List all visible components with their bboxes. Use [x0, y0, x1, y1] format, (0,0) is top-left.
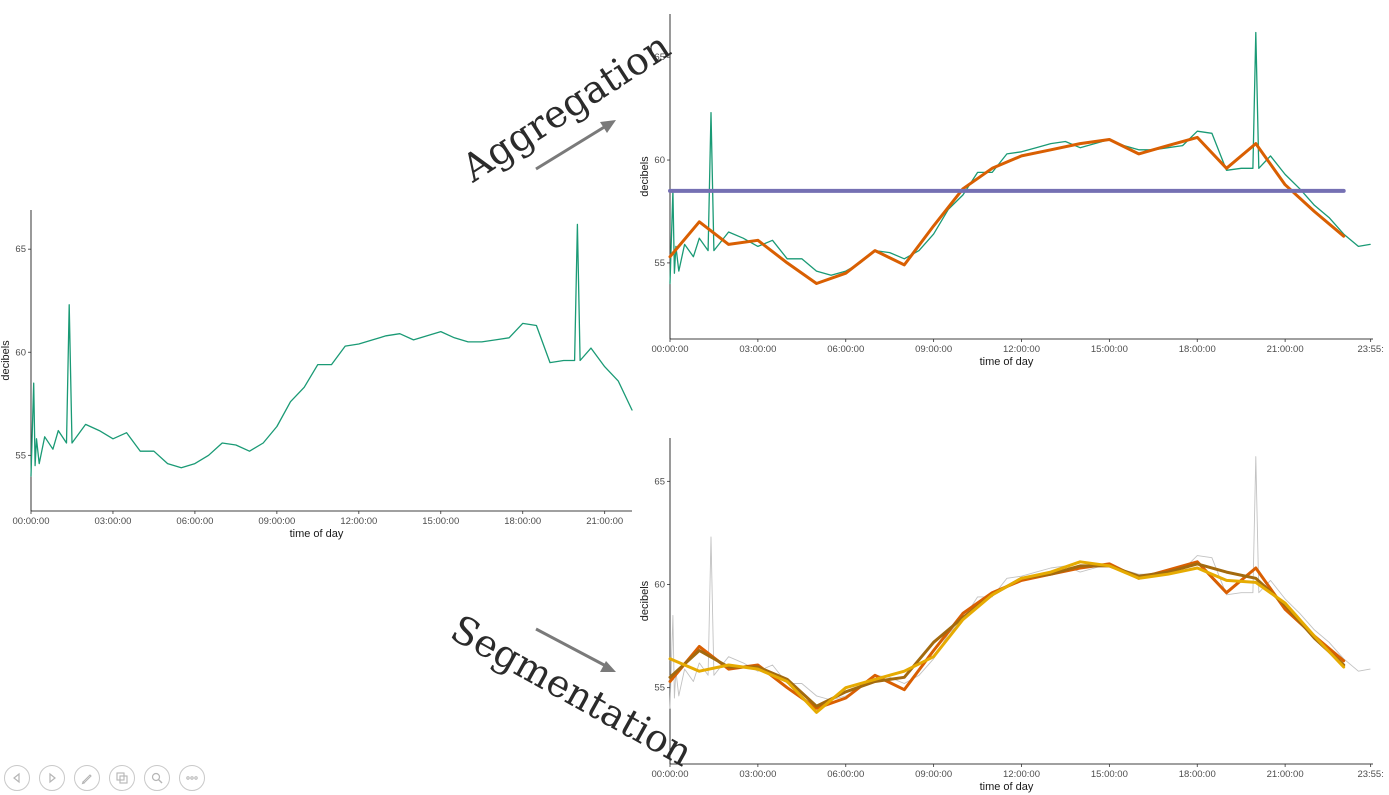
y-tick-label: 65 — [654, 52, 665, 63]
y-axis-title: decibels — [639, 156, 651, 197]
raw-series-line — [30, 223, 633, 477]
y-tick-label: 55 — [15, 450, 26, 461]
y-tick-label: 60 — [15, 347, 26, 358]
y-tick-label: 65 — [654, 476, 665, 487]
chart-raw-panel: 55 60 65 00:00:00 03:00:00 06:00:00 09:00:00 12… — [0, 210, 633, 540]
y-tick-label: 55 — [654, 683, 665, 694]
x-tick-label: 03:00:00 — [739, 769, 776, 780]
x-tick-label: 03:00:00 — [739, 344, 776, 355]
next-icon — [49, 772, 56, 784]
x-tick-label: 21:00:00 — [1267, 344, 1304, 355]
segmentation-arrowhead — [600, 661, 616, 672]
x-tick-label: 15:00:00 — [1091, 769, 1128, 780]
previous-button[interactable] — [4, 765, 30, 791]
x-tick-label: 18:00:00 — [504, 516, 541, 527]
x-tick-label: 00:00:00 — [13, 516, 50, 527]
piecewise-segment-line — [668, 135, 1346, 285]
x-axis-title: time of day — [980, 781, 1034, 793]
zoom-button[interactable] — [144, 765, 170, 791]
segmentation-line-3 — [668, 560, 1346, 714]
x-tick-label: 06:00:00 — [827, 344, 864, 355]
x-tick-label: 09:00:00 — [915, 769, 952, 780]
slides-icon — [116, 772, 128, 784]
x-tick-label: 18:00:00 — [1179, 344, 1216, 355]
chart-aggregation-panel: 55 60 65 00:00:00 03:00:00 06:00:00 09:00:00 12… — [639, 14, 1384, 368]
y-tick-label: 65 — [15, 244, 26, 255]
x-tick-label: 12:00:00 — [1003, 344, 1040, 355]
x-tick-label: 15:00:00 — [422, 516, 459, 527]
next-button[interactable] — [39, 765, 65, 791]
x-tick-label: 00:00:00 — [652, 344, 689, 355]
segmentation-arrow — [535, 627, 607, 668]
x-tick-label: 09:00:00 — [258, 516, 295, 527]
x-tick-label: 00:00:00 — [652, 769, 689, 780]
x-axis-title: time of day — [980, 356, 1034, 368]
slides-button[interactable] — [109, 765, 135, 791]
presentation-toolbar — [4, 765, 205, 791]
pen-button[interactable] — [74, 765, 100, 791]
x-tick-label: 18:00:00 — [1179, 769, 1216, 780]
segmentation-line-1 — [668, 560, 1346, 710]
x-tick-label: 09:00:00 — [915, 344, 952, 355]
y-tick-label: 60 — [654, 155, 665, 166]
aggregation-arrow — [535, 124, 607, 171]
y-tick-label: 60 — [654, 579, 665, 590]
more-button[interactable] — [179, 765, 205, 791]
more-icon — [186, 776, 198, 780]
zoom-icon — [151, 772, 163, 784]
x-tick-label: 21:00:00 — [586, 516, 623, 527]
y-axis-title: decibels — [639, 580, 651, 621]
x-tick-label: 06:00:00 — [176, 516, 213, 527]
x-tick-label: 23:55: — [1357, 769, 1383, 780]
x-tick-label: 15:00:00 — [1091, 344, 1128, 355]
x-tick-label: 12:00:00 — [340, 516, 377, 527]
x-tick-label: 21:00:00 — [1267, 769, 1304, 780]
x-tick-label: 23:55: — [1357, 344, 1383, 355]
x-axis-title: time of day — [290, 528, 344, 540]
chart-segmentation-panel: 55 60 65 00:00:00 03:00:00 06:00:00 09:00:00 12… — [639, 438, 1384, 793]
x-tick-label: 12:00:00 — [1003, 769, 1040, 780]
x-tick-label: 03:00:00 — [94, 516, 131, 527]
x-tick-label: 06:00:00 — [827, 769, 864, 780]
previous-icon — [13, 772, 20, 784]
pen-icon — [81, 774, 92, 785]
aggregation-arrowhead — [600, 120, 616, 133]
y-tick-label: 55 — [654, 258, 665, 269]
y-axis-title: decibels — [0, 340, 12, 381]
